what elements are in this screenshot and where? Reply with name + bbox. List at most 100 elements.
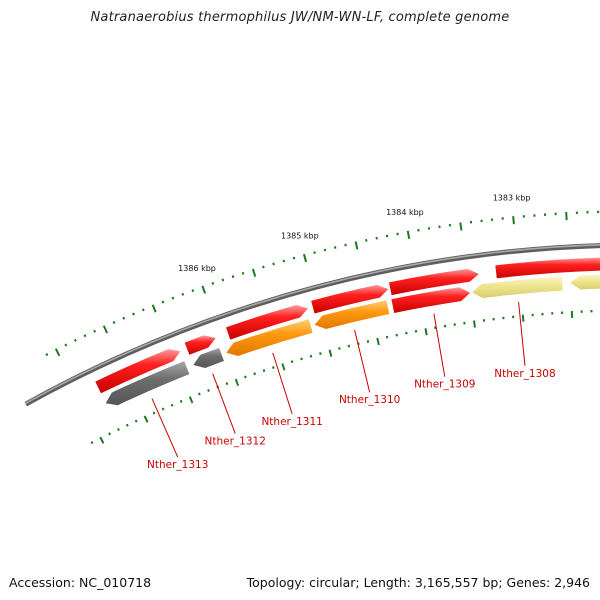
minor-tick: [319, 352, 322, 355]
minor-tick: [122, 316, 126, 320]
minor-tick: [125, 423, 129, 427]
minor-tick: [344, 243, 347, 247]
ruler-label: 1384 kbp: [386, 208, 424, 217]
reverse-gene-arrow: [570, 274, 600, 290]
major-tick: [521, 314, 525, 322]
minor-tick: [93, 329, 97, 333]
minor-tick: [198, 392, 201, 396]
gene-leader-line: [212, 373, 236, 434]
minor-tick: [191, 289, 195, 293]
minor-tick: [244, 375, 247, 379]
minor-tick: [309, 354, 313, 358]
minor-tick: [181, 292, 185, 296]
minor-tick: [221, 278, 225, 282]
minor-tick: [141, 308, 145, 312]
minor-tick: [117, 427, 120, 432]
genome-backbone: [24, 243, 600, 407]
reverse-gene-arrow: [472, 276, 563, 299]
minor-tick: [300, 357, 303, 361]
forward-gene-arrow: [225, 305, 308, 340]
minor-tick: [64, 343, 68, 347]
major-tick: [188, 396, 194, 404]
minor-tick: [83, 334, 87, 338]
major-tick: [99, 436, 105, 444]
backbone-highlight: [24, 244, 600, 405]
forward-gene-arrow: [184, 335, 216, 355]
major-tick: [303, 253, 308, 263]
major-tick: [234, 378, 240, 387]
minor-tick: [73, 338, 77, 342]
minor-tick: [225, 382, 229, 386]
gene-label: Nther_1313: [147, 459, 208, 471]
minor-tick: [134, 419, 138, 423]
gene-label: Nther_1311: [261, 416, 322, 428]
minor-tick: [366, 340, 370, 343]
minor-tick: [272, 366, 275, 370]
gene-label: Nther_1312: [205, 436, 266, 448]
minor-tick: [290, 360, 294, 364]
major-tick: [354, 241, 359, 250]
major-tick: [251, 268, 257, 277]
gene-features: [95, 257, 600, 406]
major-tick: [151, 304, 157, 313]
reverse-gene-arrow: [314, 300, 390, 330]
reverse-gene-arrow: [193, 347, 224, 368]
major-tick: [424, 328, 428, 336]
forward-gene-arrow: [495, 257, 600, 279]
minor-tick: [253, 372, 257, 376]
minor-tick: [211, 281, 215, 285]
major-tick: [102, 325, 109, 334]
minor-tick: [108, 432, 112, 436]
minor-tick: [179, 399, 183, 403]
forward-gene-arrow: [311, 284, 389, 314]
minor-tick: [207, 388, 210, 392]
major-tick: [473, 320, 476, 328]
major-tick: [376, 337, 380, 346]
gene-label: Nther_1309: [414, 379, 475, 391]
minor-tick: [161, 407, 165, 411]
minor-tick: [347, 344, 351, 348]
gene-label: Nther_1308: [494, 368, 555, 380]
minor-tick: [112, 320, 116, 324]
minor-tick: [231, 275, 235, 279]
minor-tick: [385, 335, 389, 339]
gene-leader-line: [151, 398, 179, 458]
topology-text: Topology: circular; Length: 3,165,557 bp…: [246, 575, 590, 590]
major-tick: [512, 216, 515, 225]
reverse-gene-arrow: [391, 287, 471, 313]
gene-labels: Nther_1306Nther_1307Nther_1308Nther_1309…: [147, 302, 556, 471]
gene-leader-line: [354, 329, 371, 393]
minor-tick: [152, 411, 156, 415]
minor-tick: [161, 300, 165, 304]
gene-leader-line: [433, 313, 446, 377]
minor-tick: [170, 403, 174, 407]
minor-tick: [90, 441, 94, 445]
minor-tick: [272, 262, 275, 266]
gene-label: Nther_1310: [339, 394, 400, 406]
major-tick: [281, 363, 286, 371]
major-tick: [143, 415, 149, 423]
forward-gene-arrow: [388, 268, 479, 296]
major-tick: [54, 348, 61, 357]
accession-text: Accession: NC_010718: [9, 575, 152, 590]
major-tick: [406, 230, 411, 239]
ruler-label: 1385 kbp: [281, 232, 319, 241]
major-tick: [459, 222, 463, 231]
minor-tick: [338, 347, 341, 350]
minor-tick: [292, 256, 296, 260]
minor-tick: [333, 246, 337, 249]
reverse-gene-arrow: [105, 361, 190, 406]
minor-tick: [282, 259, 286, 263]
minor-tick: [45, 353, 49, 357]
minor-tick: [132, 312, 135, 316]
gene-leader-line: [518, 302, 526, 366]
minor-tick: [323, 248, 327, 252]
major-tick: [201, 285, 207, 294]
minor-tick: [171, 296, 175, 300]
ruler-label: 1383 kbp: [493, 193, 531, 202]
minor-tick: [262, 369, 266, 373]
major-tick: [328, 349, 333, 357]
